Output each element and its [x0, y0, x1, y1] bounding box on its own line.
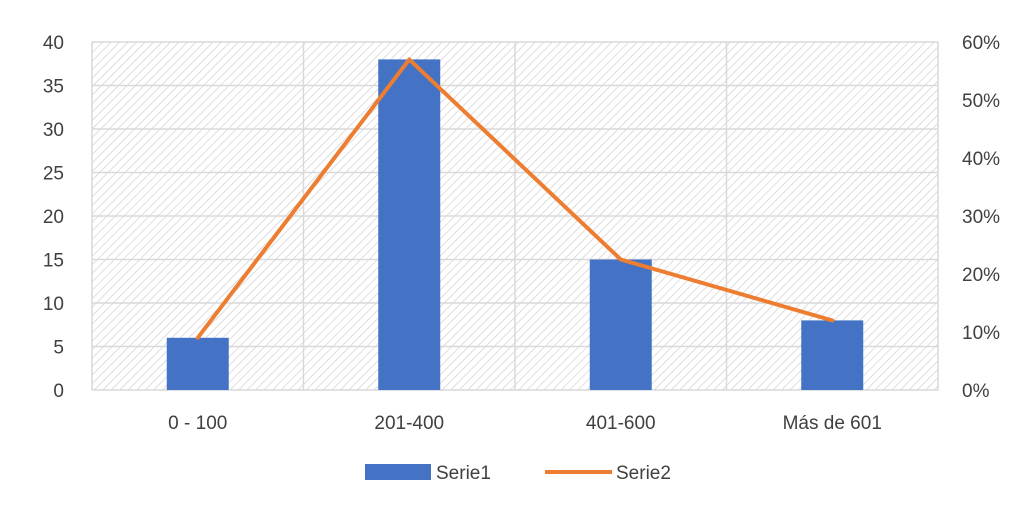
- right-axis-ticks: 0% 10% 20% 30% 40% 50% 60%: [962, 33, 1000, 402]
- left-tick-label: 20: [43, 207, 64, 228]
- x-tick-label: Más de 601: [783, 413, 882, 434]
- right-tick-label: 60%: [962, 33, 1000, 54]
- x-axis-ticks: 0 - 100 201-400 401-600 Más de 601: [168, 413, 882, 434]
- left-tick-label: 5: [53, 338, 64, 359]
- bar: [589, 259, 652, 390]
- right-tick-label: 0%: [962, 381, 990, 402]
- legend-swatch-serie1: [365, 464, 431, 480]
- x-tick-label: 401-600: [586, 413, 656, 434]
- gridlines: [91, 41, 939, 391]
- serie2-line: [195, 57, 835, 340]
- left-tick-label: 35: [43, 77, 64, 98]
- x-tick-label: 201-400: [374, 413, 444, 434]
- right-tick-label: 10%: [962, 323, 1000, 344]
- legend-label-serie2: Serie2: [616, 463, 671, 484]
- bar: [801, 320, 864, 390]
- left-tick-label: 25: [43, 164, 64, 185]
- bar: [166, 337, 229, 390]
- legend: Serie1 Serie2: [365, 463, 671, 484]
- x-tick-label: 0 - 100: [168, 413, 227, 434]
- left-axis-ticks: 0 5 10 15 20 25 30 35 40: [43, 33, 64, 402]
- left-tick-label: 10: [43, 294, 64, 315]
- left-tick-label: 0: [53, 381, 64, 402]
- serie2-line-path: [195, 57, 835, 340]
- legend-label-serie1: Serie1: [436, 463, 491, 484]
- serie1-bars: [166, 59, 864, 391]
- left-tick-label: 30: [43, 120, 64, 141]
- right-tick-label: 30%: [962, 207, 1000, 228]
- left-tick-label: 15: [43, 251, 64, 272]
- bar: [378, 59, 441, 391]
- right-tick-label: 40%: [962, 149, 1000, 170]
- right-tick-label: 50%: [962, 91, 1000, 112]
- right-tick-label: 20%: [962, 265, 1000, 286]
- left-tick-label: 40: [43, 33, 64, 54]
